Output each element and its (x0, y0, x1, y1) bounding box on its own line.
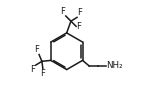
Text: NH₂: NH₂ (107, 61, 123, 70)
Text: F: F (60, 7, 65, 16)
Text: F: F (31, 65, 35, 74)
Text: F: F (76, 22, 81, 31)
Text: F: F (77, 8, 82, 17)
Text: F: F (40, 69, 45, 78)
Text: F: F (34, 45, 39, 54)
